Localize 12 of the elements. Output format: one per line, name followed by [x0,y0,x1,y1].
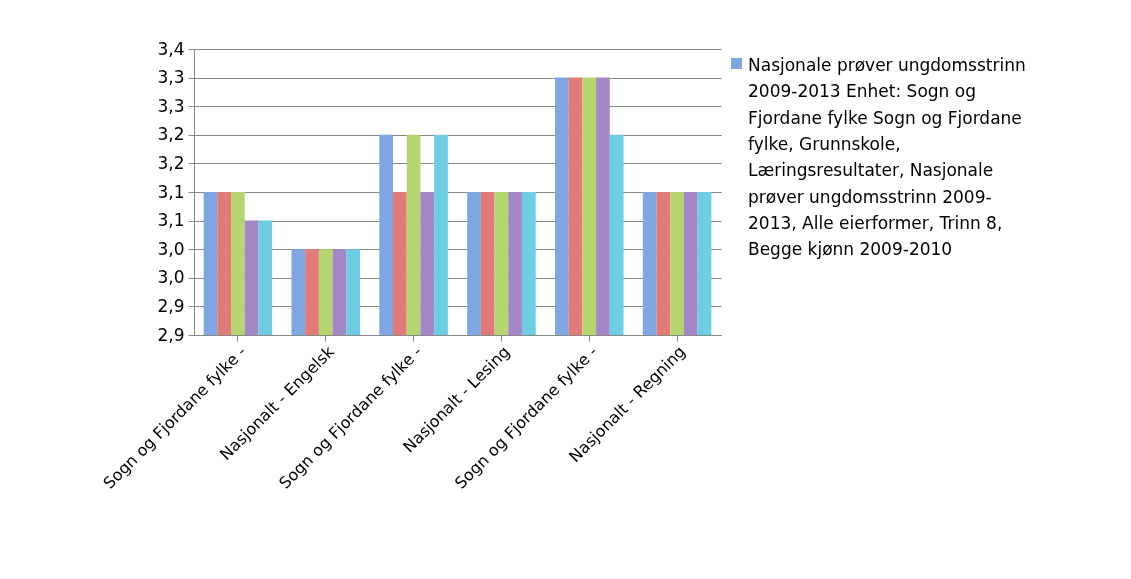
y-tick-label: 2,9 [157,324,185,345]
y-tick-label: 3,2 [157,152,185,173]
y-tick-label: 3,0 [157,267,185,288]
y-tick-label: 3,2 [157,124,185,145]
y-tick-label: 3,0 [157,238,185,259]
y-tick-label: 3,1 [157,181,185,202]
y-tick-label: 3,3 [157,67,185,88]
y-tick-label: 3,3 [157,95,185,116]
y-tick-label: 3,4 [157,38,185,59]
y-tick-label: 3,1 [157,210,185,231]
y-tick-label: 2,9 [157,295,185,316]
legend-label: Nasjonale prøver ungdomsstrinn 2009-2013 Enhet: Sogn og Fjordane fylke Sogn og Fjordane fylke, Grunnskole, Læringsresultater, Nasjonale prøver ungdomsstrinn 2009-2013, Alle eierformer, Trinn 8, Begge kjønn 2009-2010 [748,54,1027,262]
